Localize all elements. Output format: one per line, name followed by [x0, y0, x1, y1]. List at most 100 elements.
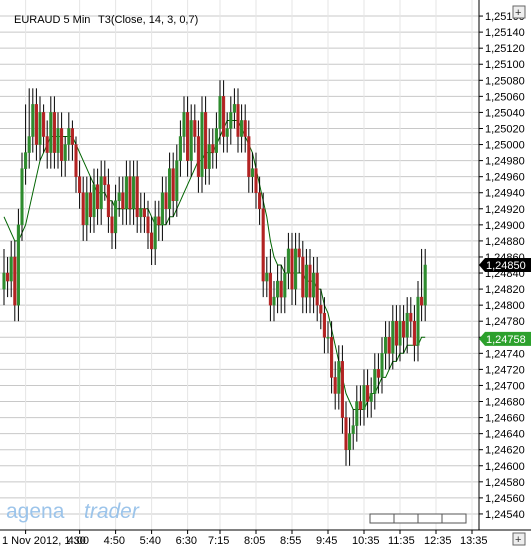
y-tick-label: 1,25040	[485, 107, 525, 119]
candle-body	[215, 128, 218, 152]
candle-body	[3, 273, 6, 289]
candle-body	[269, 273, 272, 305]
scroll-segment-4[interactable]	[442, 514, 466, 523]
y-tick-label: 1,24740	[485, 348, 525, 360]
candle-body	[46, 137, 49, 153]
candle-body	[165, 193, 168, 209]
x-tick-label: 5:40	[140, 535, 161, 547]
y-tick-label: 1,24980	[485, 156, 525, 168]
y-tick-label: 1,25100	[485, 59, 525, 71]
candle-body	[32, 104, 35, 136]
candle-body	[273, 297, 276, 305]
indicator-label: T3(Close, 14, 3, 0,7)	[98, 14, 198, 26]
candle	[17, 209, 20, 321]
candle-body	[417, 297, 420, 345]
chart-title: EURAUD 5 Min	[14, 14, 90, 26]
candle-body	[244, 120, 247, 136]
candle-body	[420, 297, 423, 305]
candle-body	[222, 96, 225, 136]
candle-body	[240, 120, 243, 136]
candle-body	[330, 337, 333, 377]
candle-body	[312, 273, 315, 297]
candle-body	[291, 249, 294, 289]
candle-body	[28, 137, 31, 153]
x-tick-label: 12:35	[424, 535, 452, 547]
plot-background	[0, 0, 479, 530]
scroll-segment-3[interactable]	[418, 514, 442, 523]
candle-body	[68, 128, 71, 144]
candle-body	[129, 177, 132, 209]
y-tick-label: 1,24580	[485, 477, 525, 489]
candle-body	[248, 137, 251, 177]
candle-body	[176, 161, 179, 201]
y-tick-label: 1,25000	[485, 140, 525, 152]
price-marker: 1,24850	[479, 258, 531, 272]
candle-body	[345, 418, 348, 450]
candle-body	[194, 120, 197, 136]
candle-body	[114, 201, 117, 233]
y-tick-label: 1,25140	[485, 27, 525, 39]
candle-body	[219, 96, 222, 128]
scroll-segment-2[interactable]	[394, 514, 418, 523]
y-tick-label: 1,24800	[485, 300, 525, 312]
expand-icon: +	[515, 7, 521, 19]
candle-body	[24, 153, 27, 169]
candle-body	[172, 169, 175, 201]
y-tick-label: 1,24560	[485, 493, 525, 505]
top-expand-button[interactable]: +	[513, 6, 525, 19]
candle-body	[17, 225, 20, 305]
y-tick-label: 1,25060	[485, 91, 525, 103]
candle-body	[226, 128, 229, 136]
candle-body	[284, 273, 287, 297]
y-tick-label: 1,24700	[485, 380, 525, 392]
y-tick-label: 1,24900	[485, 220, 525, 232]
candle-body	[255, 169, 258, 193]
candle-body	[14, 257, 17, 305]
candle-body	[406, 313, 409, 337]
candle-body	[21, 169, 24, 225]
candle-body	[96, 185, 99, 209]
candle-body	[50, 112, 53, 152]
candle-body	[6, 273, 9, 281]
candle-body	[35, 104, 38, 144]
candle-body	[424, 265, 427, 305]
x-tick-label: 9:45	[316, 535, 337, 547]
candle-body	[287, 249, 290, 273]
candle-body	[392, 321, 395, 353]
candle-body	[143, 209, 146, 217]
y-tick-label: 1,24680	[485, 397, 525, 409]
candle-body	[100, 177, 103, 209]
candle-body	[60, 128, 63, 160]
candle-body	[266, 273, 269, 281]
candle-body	[233, 104, 236, 112]
candle-body	[230, 112, 233, 128]
candle-body	[212, 145, 215, 153]
y-tick-label: 1,24660	[485, 413, 525, 425]
candle-body	[399, 321, 402, 345]
x-tick-label: 13:35	[460, 535, 488, 547]
bottom-expand-button[interactable]: +	[513, 533, 525, 546]
candle-body	[57, 128, 60, 152]
scrollbar[interactable]	[370, 514, 466, 523]
candle-body	[204, 112, 207, 168]
candle-body	[366, 385, 369, 401]
candle-body	[377, 369, 380, 377]
candle-body	[298, 249, 301, 257]
candle-body	[93, 185, 96, 217]
candle-body	[136, 177, 139, 217]
candle-body	[395, 321, 398, 345]
y-tick-label: 1,25020	[485, 123, 525, 135]
candle-body	[197, 137, 200, 177]
candle-body	[111, 217, 114, 233]
candle-body	[276, 281, 279, 297]
candle-body	[381, 353, 384, 377]
y-tick-label: 1,24600	[485, 461, 525, 473]
candle-body	[71, 128, 74, 144]
scroll-segment-1[interactable]	[370, 514, 394, 523]
candle-body	[327, 337, 330, 338]
candle-body	[190, 120, 193, 160]
candle-body	[334, 377, 337, 393]
candle-body	[186, 112, 189, 160]
candle-body	[78, 177, 81, 193]
